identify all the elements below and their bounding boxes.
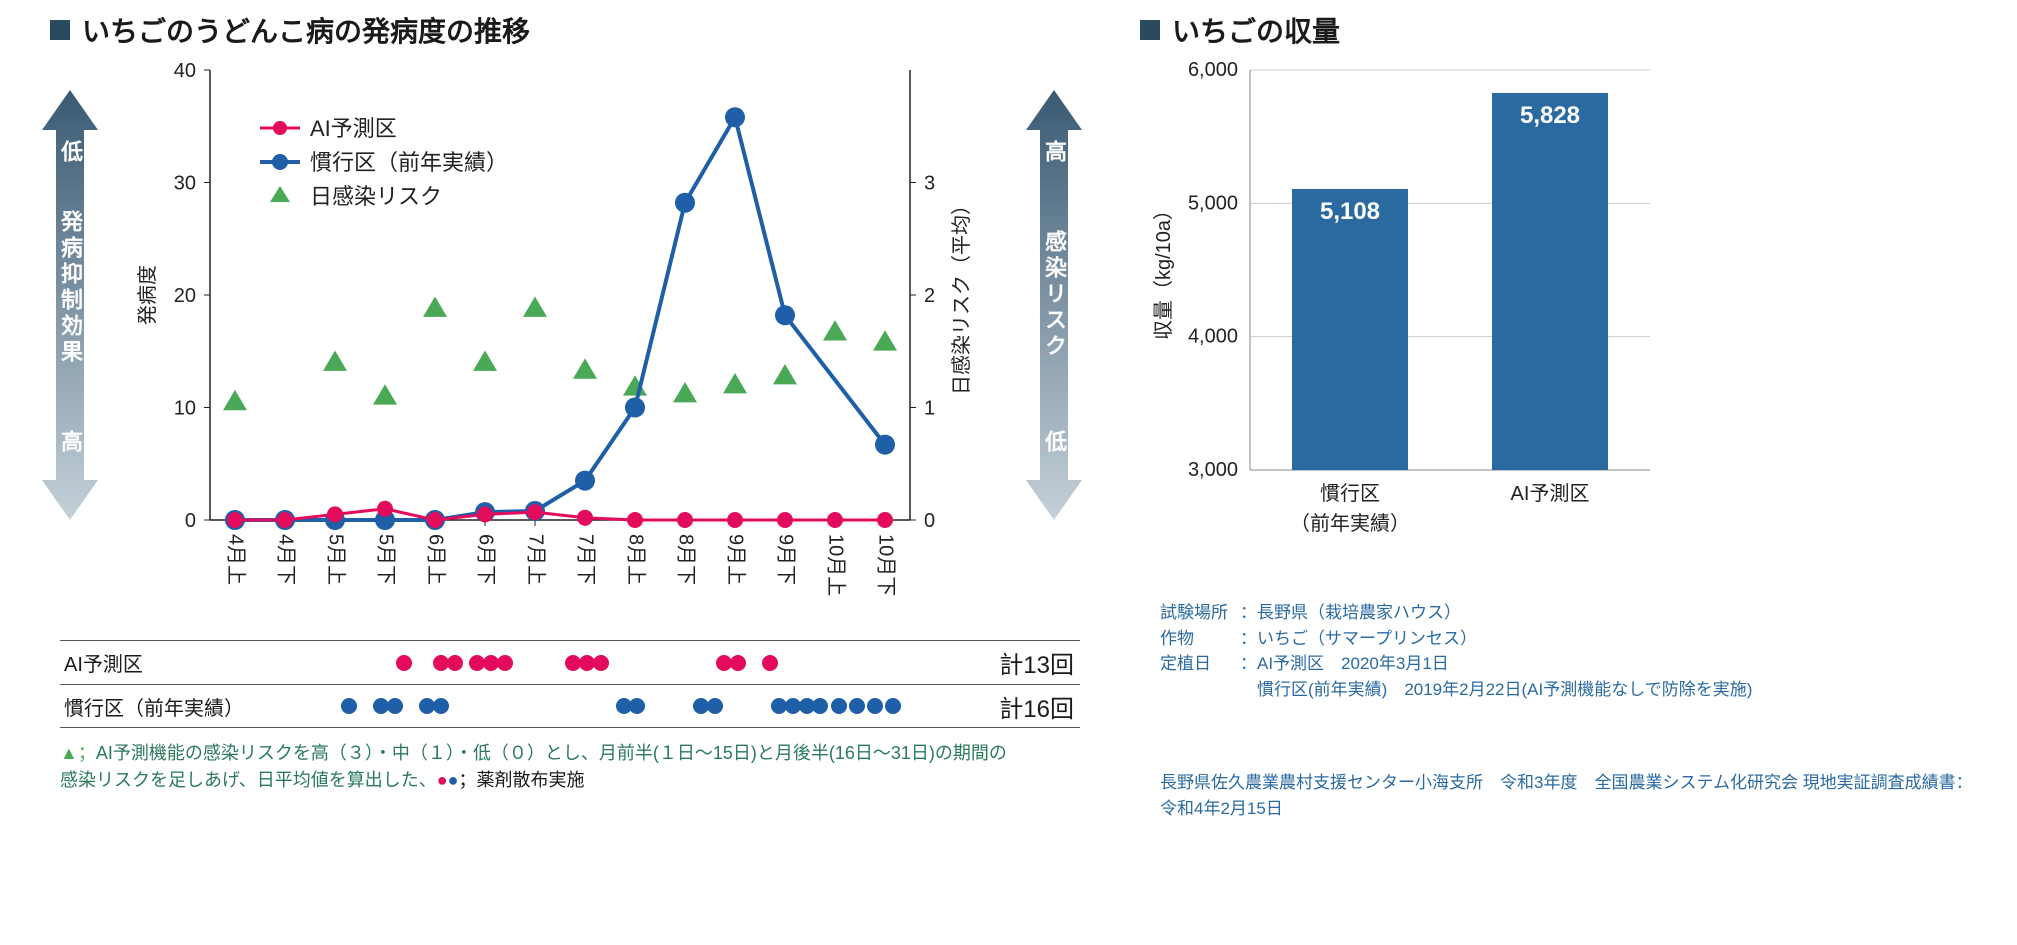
svg-text:6月下: 6月下 [475,534,497,585]
svg-text:発病度: 発病度 [136,265,159,325]
svg-text:4月下: 4月下 [275,534,297,585]
spray-row: 慣行区（前年実績）計16回 [60,684,1080,728]
svg-text:10月上: 10月上 [825,534,848,596]
svg-text:9月上: 9月上 [725,534,748,585]
svg-text:3: 3 [924,173,935,195]
svg-text:7月下: 7月下 [575,534,597,585]
source-citation: 長野県佐久農業農村支援センター小海支所 令和3年度 全国農業システム化研究会 現… [1160,770,1980,821]
svg-text:5月下: 5月下 [375,534,397,585]
svg-text:8月下: 8月下 [675,534,697,585]
trial-info-block: 試験場所：長野県（栽培農家ハウス）作物：いちご（サマープリンセス）定植日：AI予… [1160,600,1980,702]
disease-progression-chart: 0 10 20 30 40 0 1 2 3 4月上 4月下 5月上 5月下 6月上 6月下 7月上 7月下 8月上… [30,40,1090,630]
svg-text:8月上: 8月上 [625,534,648,585]
svg-text:9月下: 9月下 [775,534,797,585]
yield-bar-chart: 3,000 4,000 5,000 6,000 収量（kg/10a） 5,108 慣行区 （前… [1120,40,1700,580]
svg-text:40: 40 [174,60,196,82]
svg-text:4月上: 4月上 [225,534,248,585]
svg-text:5,000: 5,000 [1188,192,1238,214]
svg-text:3,000: 3,000 [1188,459,1238,481]
svg-text:慣行区（前年実績）: 慣行区（前年実績） [310,150,508,175]
svg-text:5,108: 5,108 [1320,198,1380,225]
svg-text:AI予測区: AI予測区 [310,116,397,141]
svg-text:慣行区: 慣行区 [1320,482,1380,505]
svg-text:2: 2 [924,285,935,307]
spray-schedule-table: AI予測区計13回慣行区（前年実績）計16回 [60,640,1080,728]
svg-text:4,000: 4,000 [1188,326,1238,348]
svg-text:6,000: 6,000 [1188,59,1238,81]
svg-text:7月上: 7月上 [525,534,548,585]
svg-text:日感染リスク: 日感染リスク [310,184,442,209]
svg-text:日感染リスク（平均）: 日感染リスク（平均） [950,195,973,395]
spray-row: AI予測区計13回 [60,640,1080,684]
svg-text:AI予測区: AI予測区 [1511,482,1590,505]
svg-text:20: 20 [174,285,196,307]
svg-text:5月上: 5月上 [325,534,348,585]
square-bullet-icon [1140,20,1160,40]
svg-text:（前年実績）: （前年実績） [1290,512,1410,535]
svg-text:1: 1 [924,398,935,420]
svg-text:10: 10 [174,398,196,420]
svg-text:収量（kg/10a）: 収量（kg/10a） [1152,200,1175,340]
chart-footnote: ▲；AI予測機能の感染リスクを高（３）・中（１）・低（０）とし、月前半(１日～1… [60,740,1020,794]
svg-text:10月下: 10月下 [875,534,897,596]
svg-text:0: 0 [185,510,196,532]
svg-text:0: 0 [924,510,935,532]
square-bullet-icon [50,20,70,40]
svg-text:30: 30 [174,173,196,195]
svg-text:6月上: 6月上 [425,534,448,585]
svg-text:5,828: 5,828 [1520,102,1580,129]
